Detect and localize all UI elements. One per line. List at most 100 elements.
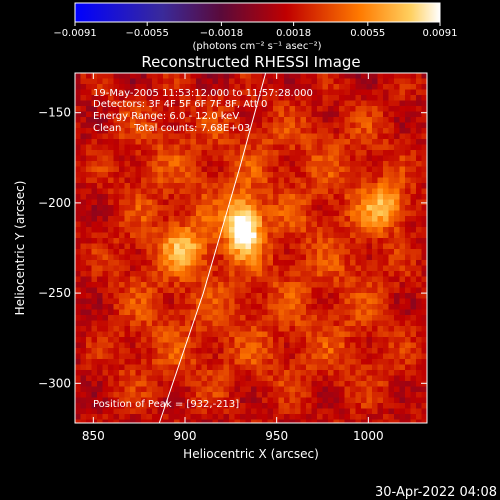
heatmap-cell bbox=[328, 353, 334, 360]
heatmap-cell bbox=[273, 111, 279, 118]
heatmap-cell bbox=[383, 282, 389, 288]
heatmap-cell bbox=[322, 100, 329, 107]
heatmap-cell bbox=[179, 386, 186, 393]
heatmap-cell bbox=[168, 392, 175, 398]
heatmap-cell bbox=[174, 315, 180, 321]
heatmap-cell bbox=[377, 419, 384, 423]
heatmap-cell bbox=[383, 139, 389, 145]
heatmap-cell bbox=[229, 78, 235, 85]
heatmap-cell bbox=[256, 155, 263, 162]
heatmap-cell bbox=[311, 260, 318, 266]
heatmap-cell bbox=[350, 265, 356, 272]
heatmap-cell bbox=[267, 304, 274, 310]
heatmap-cell bbox=[361, 150, 367, 156]
heatmap-cell bbox=[80, 287, 87, 294]
heatmap-cell bbox=[229, 172, 235, 178]
heatmap-cell bbox=[240, 403, 246, 409]
heatmap-cell bbox=[113, 254, 120, 261]
heatmap-cell bbox=[135, 117, 142, 123]
heatmap-cell bbox=[113, 249, 120, 255]
heatmap-cell bbox=[207, 348, 213, 354]
heatmap-cell bbox=[311, 210, 318, 217]
heatmap-cell bbox=[201, 309, 208, 316]
heatmap-cell bbox=[333, 364, 340, 371]
heatmap-cell bbox=[322, 260, 329, 266]
heatmap-cell bbox=[113, 342, 120, 349]
heatmap-cell bbox=[399, 386, 406, 393]
heatmap-cell bbox=[416, 403, 422, 409]
heatmap-cell bbox=[97, 117, 103, 123]
heatmap-cell bbox=[372, 254, 378, 261]
heatmap-cell bbox=[278, 282, 285, 288]
heatmap-cell bbox=[405, 232, 411, 239]
heatmap-cell bbox=[328, 265, 334, 272]
heatmap-cell bbox=[377, 309, 384, 316]
heatmap-cell bbox=[108, 100, 114, 107]
heatmap-cell bbox=[86, 392, 92, 398]
heatmap-cell bbox=[245, 337, 252, 343]
heatmap-cell bbox=[207, 238, 213, 244]
heatmap-cell bbox=[124, 293, 131, 299]
heatmap-cell bbox=[306, 326, 312, 332]
heatmap-cell bbox=[344, 370, 351, 376]
heatmap-cell bbox=[410, 331, 417, 338]
heatmap-cell bbox=[284, 161, 290, 167]
heatmap-cell bbox=[410, 111, 417, 118]
heatmap-cell bbox=[421, 370, 427, 376]
heatmap-cell bbox=[350, 331, 356, 338]
heatmap-cell bbox=[311, 271, 318, 277]
heatmap-cell bbox=[91, 254, 98, 261]
heatmap-cell bbox=[234, 106, 241, 112]
heatmap-cell bbox=[119, 304, 125, 310]
heatmap-cell bbox=[317, 364, 323, 371]
heatmap-cell bbox=[223, 254, 230, 261]
annotation-energy-range: Energy Range: 6.0 - 12.0 keV bbox=[93, 111, 239, 122]
heatmap-cell bbox=[212, 210, 219, 217]
heatmap-cell bbox=[322, 144, 329, 151]
heatmap-cell bbox=[201, 216, 208, 222]
heatmap-cell bbox=[102, 392, 109, 398]
heatmap-cell bbox=[146, 254, 153, 261]
heatmap-cell bbox=[179, 100, 186, 107]
heatmap-cell bbox=[201, 210, 208, 217]
heatmap-cell bbox=[410, 84, 417, 90]
heatmap-cell bbox=[124, 353, 131, 360]
heatmap-cell bbox=[394, 89, 400, 96]
heatmap-cell bbox=[284, 370, 290, 376]
heatmap-cell bbox=[416, 117, 422, 123]
heatmap-cell bbox=[119, 342, 125, 349]
heatmap-cell bbox=[295, 161, 301, 167]
heatmap-cell bbox=[174, 194, 180, 200]
heatmap-cell bbox=[256, 117, 263, 123]
heatmap-cell bbox=[124, 89, 131, 96]
heatmap-cell bbox=[212, 128, 219, 134]
heatmap-cell bbox=[383, 304, 389, 310]
heatmap-cell bbox=[229, 199, 235, 206]
heatmap-cell bbox=[245, 331, 252, 338]
heatmap-cell bbox=[284, 309, 290, 316]
heatmap-cell bbox=[377, 100, 384, 107]
heatmap-cell bbox=[91, 150, 98, 156]
heatmap-cell bbox=[300, 249, 307, 255]
heatmap-cell bbox=[168, 238, 175, 244]
heatmap-cell bbox=[146, 403, 153, 409]
heatmap-cell bbox=[119, 320, 125, 327]
heatmap-cell bbox=[372, 243, 378, 250]
heatmap-cell bbox=[421, 216, 427, 222]
heatmap-cell bbox=[372, 370, 378, 376]
heatmap-cell bbox=[300, 414, 307, 420]
heatmap-cell bbox=[196, 408, 202, 415]
heatmap-cell bbox=[328, 84, 334, 90]
heatmap-cell bbox=[223, 133, 230, 140]
heatmap-cell bbox=[86, 205, 92, 211]
heatmap-cell bbox=[383, 254, 389, 261]
heatmap-cell bbox=[108, 260, 114, 266]
heatmap-cell bbox=[163, 370, 169, 376]
heatmap-cell bbox=[361, 414, 367, 420]
heatmap-cell bbox=[179, 117, 186, 123]
heatmap-cell bbox=[328, 166, 334, 173]
heatmap-cell bbox=[399, 414, 406, 420]
heatmap-cell bbox=[234, 403, 241, 409]
heatmap-cell bbox=[245, 144, 252, 151]
heatmap-cell bbox=[394, 133, 400, 140]
